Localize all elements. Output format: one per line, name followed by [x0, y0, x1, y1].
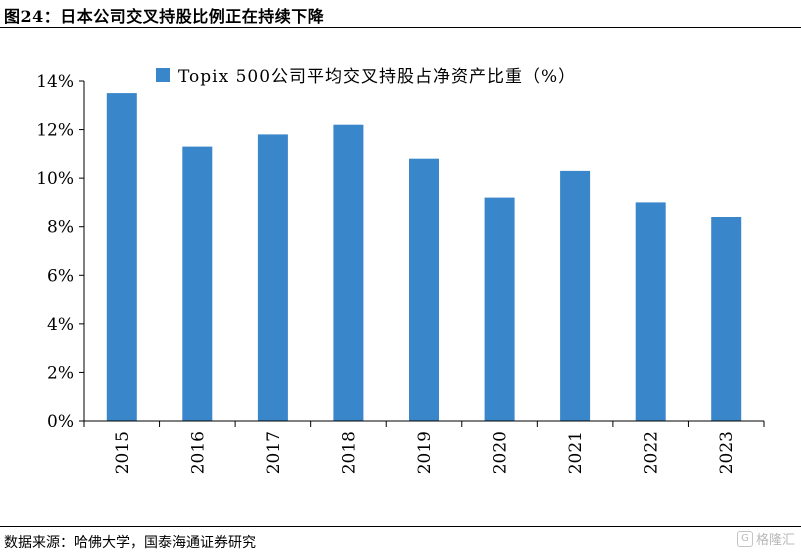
y-tick-label: 8%: [47, 218, 74, 238]
x-tick-label-2016: 2016: [188, 431, 208, 474]
x-tick-label-2017: 2017: [264, 431, 284, 474]
bar-2021: [560, 170, 591, 421]
x-tick-label-2020: 2020: [491, 431, 511, 474]
figure-title: 图24：日本公司交叉持股比例正在持续下降: [4, 7, 325, 26]
x-tick-label-2023: 2023: [717, 431, 737, 474]
x-tick-label-2015: 2015: [113, 431, 133, 474]
top-rule: [0, 27, 801, 28]
bar-2019: [409, 158, 439, 421]
bar-2020: [484, 197, 515, 421]
y-tick-label: 14%: [36, 72, 74, 92]
x-tick-label-2021: 2021: [566, 431, 586, 474]
y-tick-label: 10%: [36, 169, 74, 189]
x-ticks: 2015 2016 2017 2018 2019 2020 2021 2022 2023: [83, 421, 765, 474]
watermark: G 格隆汇: [736, 529, 795, 548]
y-tick-label: 2%: [47, 363, 74, 383]
axes: [83, 81, 764, 422]
bar-2023: [711, 217, 742, 421]
bar-2022: [635, 202, 666, 421]
y-tick-label: 4%: [47, 315, 74, 335]
bar-2015: [106, 93, 137, 421]
bar-2017: [257, 134, 288, 421]
y-ticks: 0% 2% 4% 6% 8% 10% 12% 14%: [36, 72, 84, 432]
watermark-text: 格隆汇: [755, 533, 795, 548]
bar-chart: Topix 500公司平均交叉持股占净资产比重（%） 0% 2% 4% 6% 8% 10%…: [36, 67, 765, 474]
bar-2018: [333, 124, 364, 421]
legend-label: Topix 500公司平均交叉持股占净资产比重（%）: [178, 67, 576, 87]
y-tick-label: 12%: [36, 121, 74, 141]
legend: Topix 500公司平均交叉持股占净资产比重（%）: [156, 67, 576, 87]
x-tick-label-2018: 2018: [339, 431, 359, 474]
x-tick-label-2019: 2019: [415, 431, 435, 474]
bottom-rule: [0, 526, 801, 527]
source-note: 数据来源：哈佛大学，国泰海通证券研究: [4, 535, 256, 551]
watermark-logo-icon: G: [736, 530, 753, 547]
bars: [106, 93, 742, 421]
y-tick-label: 0%: [47, 412, 74, 432]
legend-swatch: [156, 68, 170, 82]
x-tick-label-2022: 2022: [642, 431, 662, 474]
y-tick-label: 6%: [47, 266, 74, 286]
bar-2016: [182, 146, 213, 421]
